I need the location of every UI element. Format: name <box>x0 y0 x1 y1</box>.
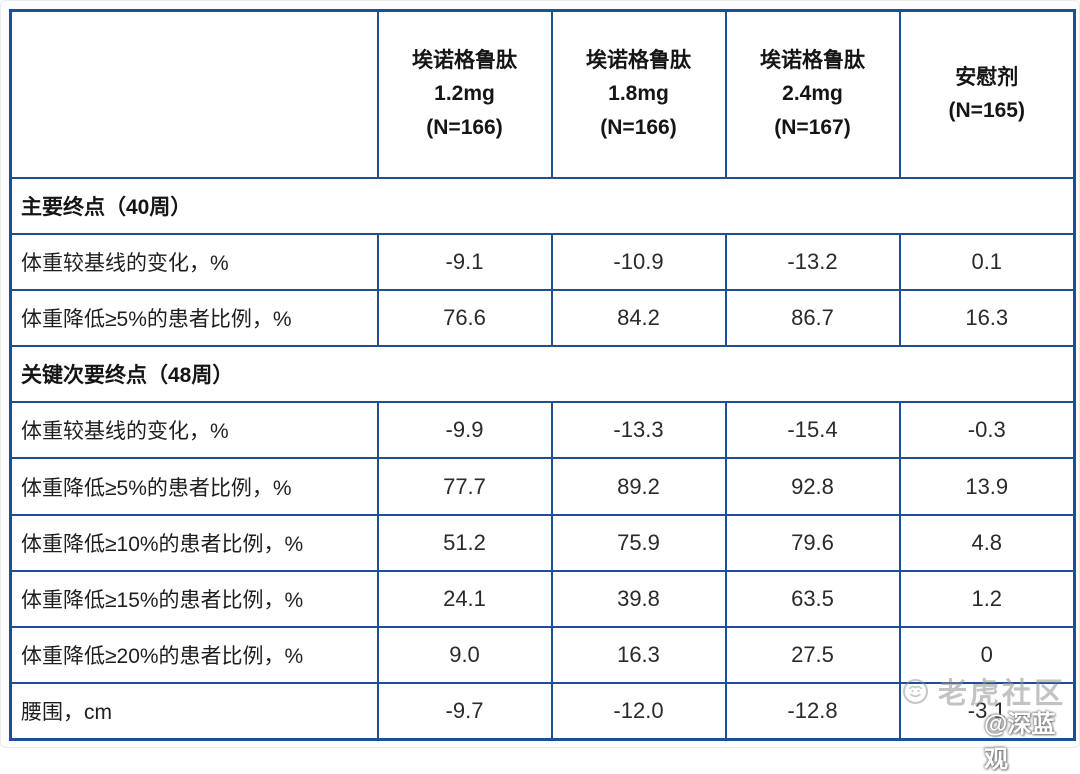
cell-value: 16.3 <box>898 288 1076 348</box>
cell-value: 13.9 <box>898 457 1076 516</box>
cell-value: 39.8 <box>550 569 727 629</box>
cell-value: -13.3 <box>550 401 727 460</box>
section-heading: 关键次要终点（48周） <box>9 345 1076 404</box>
section-row-secondary-endpoint: 关键次要终点（48周） <box>9 345 1076 404</box>
cell-value: 9.0 <box>376 625 553 685</box>
table-row: 体重降低≥20%的患者比例，% 9.0 16.3 27.5 0 <box>9 625 1076 685</box>
cell-value: 0.1 <box>898 232 1076 291</box>
cell-value: -13.2 <box>724 232 901 291</box>
cell-value: 76.6 <box>376 288 553 348</box>
header-empty-cell <box>9 9 379 179</box>
cell-value: 27.5 <box>724 625 901 685</box>
cell-value: -15.4 <box>724 401 901 460</box>
cell-value: -9.7 <box>376 682 553 741</box>
table-row: 体重较基线的变化，% -9.1 -10.9 -13.2 0.1 <box>9 232 1076 291</box>
cell-value: -9.9 <box>376 401 553 460</box>
cell-value: 4.8 <box>898 513 1076 572</box>
cell-value: -12.8 <box>724 682 901 741</box>
table-row: 腰围，cm -9.7 -12.0 -12.8 -3.1 <box>9 682 1076 741</box>
table-row: 体重降低≥10%的患者比例，% 51.2 75.9 79.6 4.8 <box>9 513 1076 572</box>
cell-value: 84.2 <box>550 288 727 348</box>
cell-value: -9.1 <box>376 232 553 291</box>
header-col-dose-2-4mg: 埃诺格鲁肽 2.4mg (N=167) <box>724 9 901 179</box>
cell-value: 1.2 <box>898 569 1076 629</box>
cell-value: 24.1 <box>376 569 553 629</box>
header-col-dose-1-2mg: 埃诺格鲁肽 1.2mg (N=166) <box>376 9 553 179</box>
header-col-placebo: 安慰剂 (N=165) <box>898 9 1076 179</box>
cell-value: -0.3 <box>898 401 1076 460</box>
row-label: 体重较基线的变化，% <box>9 232 379 291</box>
section-row-primary-endpoint: 主要终点（40周） <box>9 176 1076 235</box>
cell-value: 0 <box>898 625 1076 685</box>
cell-value: 75.9 <box>550 513 727 572</box>
table-row: 体重较基线的变化，% -9.9 -13.3 -15.4 -0.3 <box>9 401 1076 460</box>
table-row: 体重降低≥15%的患者比例，% 24.1 39.8 63.5 1.2 <box>9 569 1076 629</box>
row-label: 体重降低≥20%的患者比例，% <box>9 625 379 685</box>
row-label: 体重降低≥5%的患者比例，% <box>9 288 379 348</box>
cell-value: -3.1 <box>898 682 1076 741</box>
table-row: 体重降低≥5%的患者比例，% 77.7 89.2 92.8 13.9 <box>9 457 1076 516</box>
cell-value: 16.3 <box>550 625 727 685</box>
cell-value: -10.9 <box>550 232 727 291</box>
cell-value: 77.7 <box>376 457 553 516</box>
cell-value: 79.6 <box>724 513 901 572</box>
cell-value: 89.2 <box>550 457 727 516</box>
cell-value: 92.8 <box>724 457 901 516</box>
cell-value: 51.2 <box>376 513 553 572</box>
row-label: 腰围，cm <box>9 682 379 741</box>
cell-value: 86.7 <box>724 288 901 348</box>
cell-value: -12.0 <box>550 682 727 741</box>
table-row: 体重降低≥5%的患者比例，% 76.6 84.2 86.7 16.3 <box>9 288 1076 348</box>
header-row: 埃诺格鲁肽 1.2mg (N=166) 埃诺格鲁肽 1.8mg (N=166) … <box>9 9 1076 179</box>
row-label: 体重降低≥10%的患者比例，% <box>9 513 379 572</box>
row-label: 体重降低≥15%的患者比例，% <box>9 569 379 629</box>
row-label: 体重降低≥5%的患者比例，% <box>9 457 379 516</box>
clinical-results-table: 埃诺格鲁肽 1.2mg (N=166) 埃诺格鲁肽 1.8mg (N=166) … <box>9 9 1076 741</box>
header-col-dose-1-8mg: 埃诺格鲁肽 1.8mg (N=166) <box>550 9 727 179</box>
cell-value: 63.5 <box>724 569 901 629</box>
row-label: 体重较基线的变化，% <box>9 401 379 460</box>
section-heading: 主要终点（40周） <box>9 176 1076 235</box>
